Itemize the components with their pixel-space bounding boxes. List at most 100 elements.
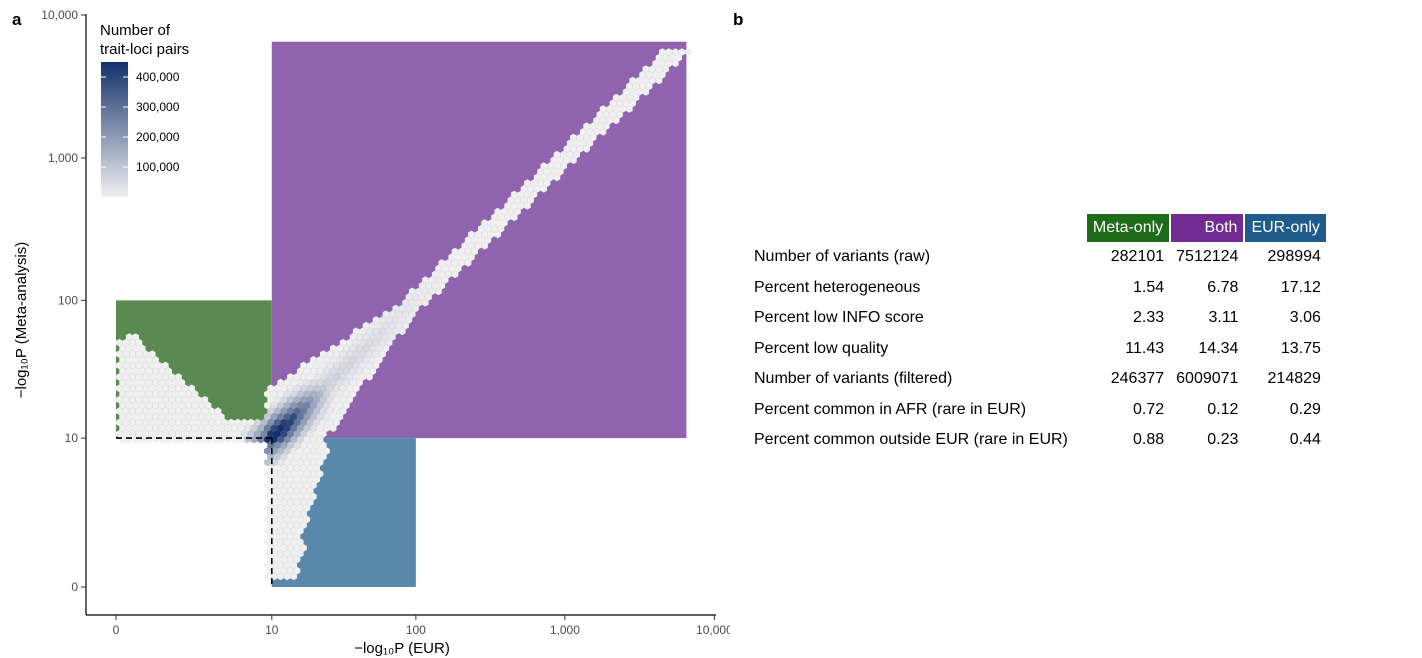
hex-cell (211, 413, 218, 421)
hex-cell (290, 481, 297, 489)
hex-cell (659, 71, 666, 79)
hex-cell (323, 401, 330, 410)
hex-cell (227, 430, 235, 438)
table-row: Number of variants (filtered) 246377 600… (748, 364, 1327, 395)
hex-cell (125, 333, 133, 341)
hex-cell (122, 350, 130, 358)
hex-cell (609, 99, 617, 108)
hex-cell (116, 407, 123, 415)
hex-cell (135, 350, 143, 358)
hex-cell (533, 185, 541, 193)
hex-cell (524, 179, 531, 187)
hex-cell (662, 53, 669, 62)
hex-cell (448, 264, 455, 273)
hex-cell (142, 373, 149, 381)
hex-cell (520, 185, 528, 193)
hex-cell (188, 395, 195, 404)
hex-cell (152, 390, 159, 398)
hex-cell (464, 247, 472, 256)
hex-cell (283, 561, 291, 569)
hex-cell (290, 435, 297, 444)
hex-cell (320, 418, 327, 427)
hex-cell (297, 527, 304, 535)
hex-cell (517, 202, 525, 210)
hex-cell (290, 458, 297, 467)
hex-cell (119, 344, 126, 353)
hex-cell (599, 105, 607, 113)
hex-cell (366, 373, 373, 381)
hex-cell (280, 464, 288, 472)
hex-cell (188, 418, 195, 427)
hex-cell (366, 338, 373, 347)
hex-cell (119, 424, 126, 432)
hex-cell (116, 430, 123, 438)
hex-cell (612, 93, 620, 102)
hex-cell (122, 373, 130, 381)
hex-cell (382, 333, 390, 341)
hex-cell (570, 145, 577, 153)
y-tick-label: 10 (65, 431, 79, 445)
hex-cell (672, 59, 679, 68)
hex-cell (283, 549, 291, 558)
hex-cell (274, 544, 281, 552)
hex-cell (540, 162, 548, 170)
hex-cell (530, 190, 538, 199)
hex-cell (287, 566, 294, 575)
hex-cell (603, 122, 610, 130)
hex-cell (303, 378, 311, 387)
hex-cell (339, 361, 347, 370)
hex-cell (366, 350, 373, 358)
hex-cell (323, 424, 330, 432)
hex-cell (356, 367, 363, 375)
hex-cell (283, 447, 291, 455)
hex-cell (293, 498, 301, 507)
hex-cell (412, 293, 419, 301)
hex-cell (145, 378, 153, 387)
hex-cell (349, 344, 357, 353)
hex-cell (122, 418, 130, 427)
hex-cell (283, 390, 291, 398)
hex-cell (231, 424, 238, 432)
hex-cell (129, 373, 136, 381)
hex-cell (616, 99, 623, 108)
hex-cell (274, 441, 281, 450)
hex-cell (471, 247, 478, 256)
hex-cell (494, 219, 501, 227)
hex-cell (280, 384, 288, 393)
hex-cell (201, 430, 209, 438)
hex-cell (201, 407, 209, 415)
hex-cell (652, 71, 659, 79)
hex-cell (155, 418, 163, 427)
hex-cell (369, 344, 376, 353)
hex-cell (227, 418, 235, 427)
hex-cell (290, 390, 297, 398)
hex-cell (214, 430, 222, 438)
hex-cell (195, 418, 202, 427)
hex-cell (297, 549, 304, 558)
hex-cell (306, 430, 314, 438)
hex-cell (132, 356, 139, 364)
hex-cell (283, 378, 291, 387)
hex-cell (668, 53, 676, 62)
hex-cell (218, 413, 225, 421)
hex-cell (550, 167, 557, 176)
hex-cell (300, 509, 307, 518)
hex-cell (297, 390, 304, 398)
hex-cell (468, 230, 475, 239)
hex-cell (168, 418, 176, 427)
hex-cell (293, 430, 301, 438)
hex-cell (171, 413, 179, 421)
hex-cell (283, 538, 291, 546)
hex-cell (481, 230, 488, 239)
hex-cell (566, 150, 574, 159)
hex-cell (158, 378, 166, 387)
hex-cell (132, 413, 139, 421)
hex-cell (349, 390, 357, 398)
hex-cell (379, 327, 386, 336)
hex-cell (481, 219, 488, 227)
hex-cell (329, 356, 337, 364)
hex-cell (323, 367, 330, 375)
hex-cell (208, 407, 215, 415)
hex-cell (181, 395, 189, 404)
hex-cell (649, 76, 656, 85)
